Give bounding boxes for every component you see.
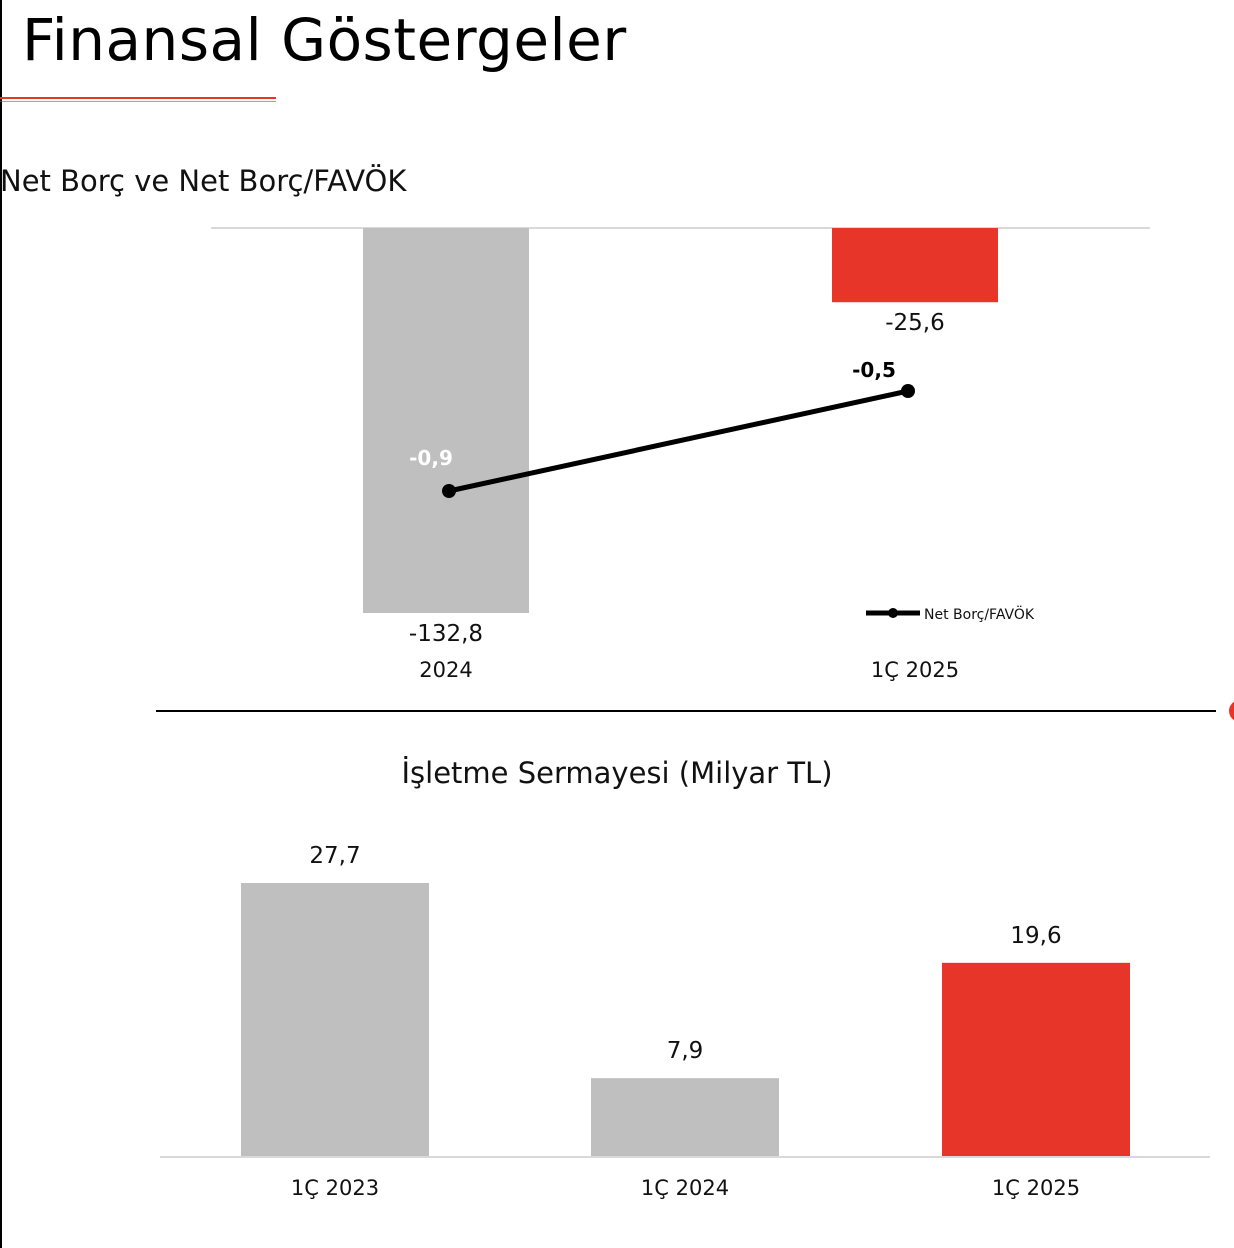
bar-1ç-2024 <box>591 1078 779 1156</box>
category-label: 1Ç 2025 <box>871 658 959 682</box>
legend-marker <box>888 608 898 618</box>
ratio-line <box>448 388 909 494</box>
bar-value-label: -132,8 <box>409 621 483 647</box>
legend-label: Net Borç/FAVÖK <box>924 605 1035 623</box>
page-title: Finansal Göstergeler <box>22 6 627 74</box>
bar-value-label: 27,7 <box>309 843 360 869</box>
category-label: 1Ç 2023 <box>291 1176 379 1200</box>
net-debt-chart-title: Net Borç ve Net Borç/FAVÖK <box>0 164 407 198</box>
category-label: 1Ç 2024 <box>641 1176 729 1200</box>
category-label: 1Ç 2025 <box>992 1176 1080 1200</box>
bar-value-label: 7,9 <box>667 1038 704 1064</box>
bar-value-label: -25,6 <box>885 310 945 336</box>
section-divider <box>156 710 1216 712</box>
ratio-point <box>442 484 456 498</box>
bar-value-label: 19,6 <box>1010 923 1061 949</box>
bar-2024 <box>363 228 529 613</box>
ratio-point <box>901 384 915 398</box>
ratio-label-2024: -0,9 <box>409 446 453 470</box>
category-label: 2024 <box>419 658 472 682</box>
title-underline <box>0 97 276 102</box>
bar-1ç-2025 <box>832 228 998 303</box>
left-border <box>0 0 2 1248</box>
bar-1ç-2025 <box>942 962 1130 1156</box>
edge-marker <box>1229 700 1234 722</box>
net-debt-chart: -132,8 2024 -25,6 1Ç 2025 -0,9 -0,5 Net Borç/F… <box>211 227 1150 682</box>
bar-1ç-2023 <box>241 883 429 1156</box>
ratio-label-2025: -0,5 <box>852 358 896 382</box>
working-capital-chart-title: İşletme Sermayesi (Milyar TL) <box>401 756 833 790</box>
